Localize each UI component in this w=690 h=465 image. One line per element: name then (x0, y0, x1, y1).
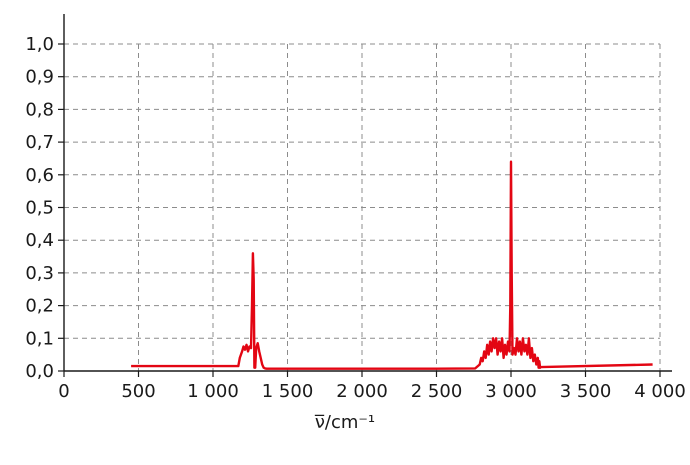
y-tick-label: 0,9 (25, 67, 54, 88)
y-tick-label: 0,4 (25, 230, 54, 251)
grid-lines (64, 43, 661, 371)
x-tick-label: 4 000 (634, 381, 686, 402)
y-tick-label: 0,6 (25, 165, 54, 186)
y-tick-label: 0,5 (25, 198, 54, 219)
x-tick-label: 3 000 (485, 381, 537, 402)
x-axis-label: ν̅/cm⁻¹ (314, 412, 376, 433)
x-tick-label: 2 500 (411, 381, 463, 402)
x-axis-ticks: 0 500 1 000 1 500 2 000 2 500 3 000 3 500 4 000 (58, 371, 686, 402)
x-tick-label: 2 000 (336, 381, 388, 402)
x-tick-label: 500 (121, 381, 155, 402)
series-layer (131, 160, 653, 370)
axes (63, 14, 672, 372)
y-tick-label: 0,2 (25, 296, 54, 317)
y-tick-label: 0,7 (25, 132, 54, 153)
y-tick-label: 0,1 (25, 328, 54, 349)
y-tick-label: 0,8 (25, 99, 54, 120)
x-tick-label: 3 500 (560, 381, 612, 402)
y-tick-label: 0,3 (25, 263, 54, 284)
x-tick-label: 1 500 (262, 381, 314, 402)
y-axis-ticks: 0,0 0,1 0,2 0,3 0,4 0,5 0,6 0,7 0,8 0,9 1,0 (25, 34, 64, 382)
spectrum-line (131, 160, 653, 370)
y-tick-label: 0,0 (25, 361, 54, 382)
x-tick-label: 0 (58, 381, 69, 402)
x-tick-label: 1 000 (187, 381, 239, 402)
y-tick-label: 1,0 (25, 34, 54, 55)
